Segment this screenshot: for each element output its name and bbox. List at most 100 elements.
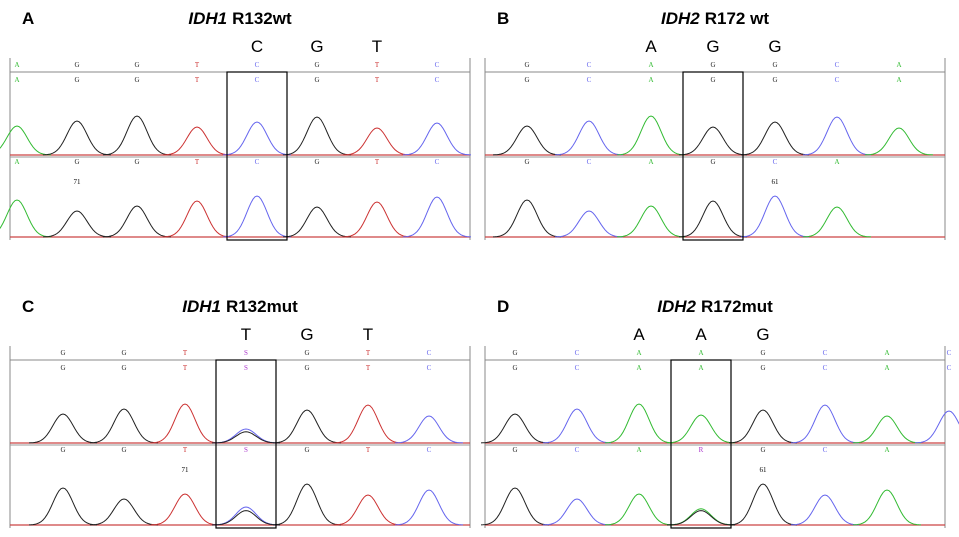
base-call: G (304, 349, 309, 357)
trace-peak (212, 507, 280, 525)
trace-peak (151, 404, 219, 443)
trace-peak (853, 490, 921, 525)
trace-peak (334, 495, 402, 525)
trace-peak (163, 127, 231, 155)
base-call: G (524, 158, 529, 166)
trace-peak (273, 410, 341, 443)
base-call: T (366, 364, 371, 372)
base-call: T (366, 446, 371, 454)
gene-name: IDH2 (657, 297, 696, 316)
trace-peak (43, 121, 111, 155)
trace-peak (481, 488, 549, 525)
trace-peak (729, 484, 797, 525)
trace-peak (803, 117, 871, 155)
trace-peak (90, 409, 158, 443)
base-call: C (255, 61, 260, 69)
variant: R172mut (701, 297, 773, 316)
base-call: A (648, 61, 653, 69)
base-call: G (121, 446, 126, 454)
base-call: G (760, 364, 765, 372)
base-call: G (121, 364, 126, 372)
base-call: A (636, 446, 641, 454)
trace-peak (555, 211, 623, 237)
base-call: T (195, 61, 200, 69)
variant: R132wt (232, 9, 292, 28)
base-call: T (366, 349, 371, 357)
base-call: C (435, 76, 440, 84)
base-call: C (835, 76, 840, 84)
codon-box (671, 360, 731, 528)
base-call: R (699, 446, 704, 454)
trace-peak (283, 207, 351, 237)
base-call: T (375, 76, 380, 84)
trace-peak (151, 494, 219, 525)
base-call: A (14, 158, 19, 166)
trace-peak (212, 511, 280, 525)
codon-base: G (706, 37, 719, 56)
base-call: A (834, 158, 839, 166)
base-call: C (947, 364, 952, 372)
base-call: A (884, 446, 889, 454)
base-call: G (710, 61, 715, 69)
base-call: G (524, 76, 529, 84)
trace-peak (103, 206, 171, 237)
base-call: G (710, 76, 715, 84)
position-label: 61 (760, 466, 768, 474)
trace-peak (605, 494, 673, 525)
position-label: 61 (772, 178, 780, 186)
trace-peak (803, 207, 871, 237)
base-call: G (314, 61, 319, 69)
trace-peak (223, 196, 291, 237)
base-call: G (512, 349, 517, 357)
base-call: S (244, 349, 248, 357)
panel-letter: A (22, 9, 34, 28)
base-call: T (183, 364, 188, 372)
base-call: C (587, 61, 592, 69)
trace-peak (90, 499, 158, 525)
base-call: A (636, 364, 641, 372)
base-call: G (134, 158, 139, 166)
variant: R172 wt (705, 9, 770, 28)
position-label: 71 (182, 466, 190, 474)
codon-base: A (695, 325, 707, 344)
base-call: A (884, 364, 889, 372)
base-call: G (512, 364, 517, 372)
base-call: C (823, 446, 828, 454)
trace-peak (223, 122, 291, 155)
trace-peak (0, 200, 51, 237)
base-call: G (512, 446, 517, 454)
base-call: G (134, 61, 139, 69)
figure: AIDH1R132wtCGTAGGTCGTCAGGTCGTCAGGTCGTC71… (0, 0, 959, 537)
trace-peak (543, 499, 611, 525)
codon-box (216, 360, 276, 528)
base-call: S (244, 364, 248, 372)
trace-peak (334, 405, 402, 443)
position-label: 71 (74, 178, 82, 186)
trace-peak (667, 415, 735, 443)
trace-peak (915, 411, 959, 443)
trace-peak (43, 211, 111, 237)
trace-peak (163, 201, 231, 237)
codon-base: A (633, 325, 645, 344)
base-call: A (648, 158, 653, 166)
base-call: G (74, 158, 79, 166)
trace-peak (343, 128, 411, 155)
base-call: G (74, 76, 79, 84)
base-call: C (575, 446, 580, 454)
base-call: C (587, 76, 592, 84)
trace-peak (0, 126, 51, 155)
trace-peak (403, 197, 471, 237)
codon-base: G (756, 325, 769, 344)
codon-base: G (768, 37, 781, 56)
base-call: G (121, 349, 126, 357)
panel-title: IDH2 R172mut (657, 297, 773, 316)
base-call: T (195, 76, 200, 84)
base-call: G (304, 364, 309, 372)
trace-peak (791, 405, 859, 443)
codon-box (683, 72, 743, 240)
codon-base: T (372, 37, 382, 56)
trace-peak (29, 414, 97, 443)
